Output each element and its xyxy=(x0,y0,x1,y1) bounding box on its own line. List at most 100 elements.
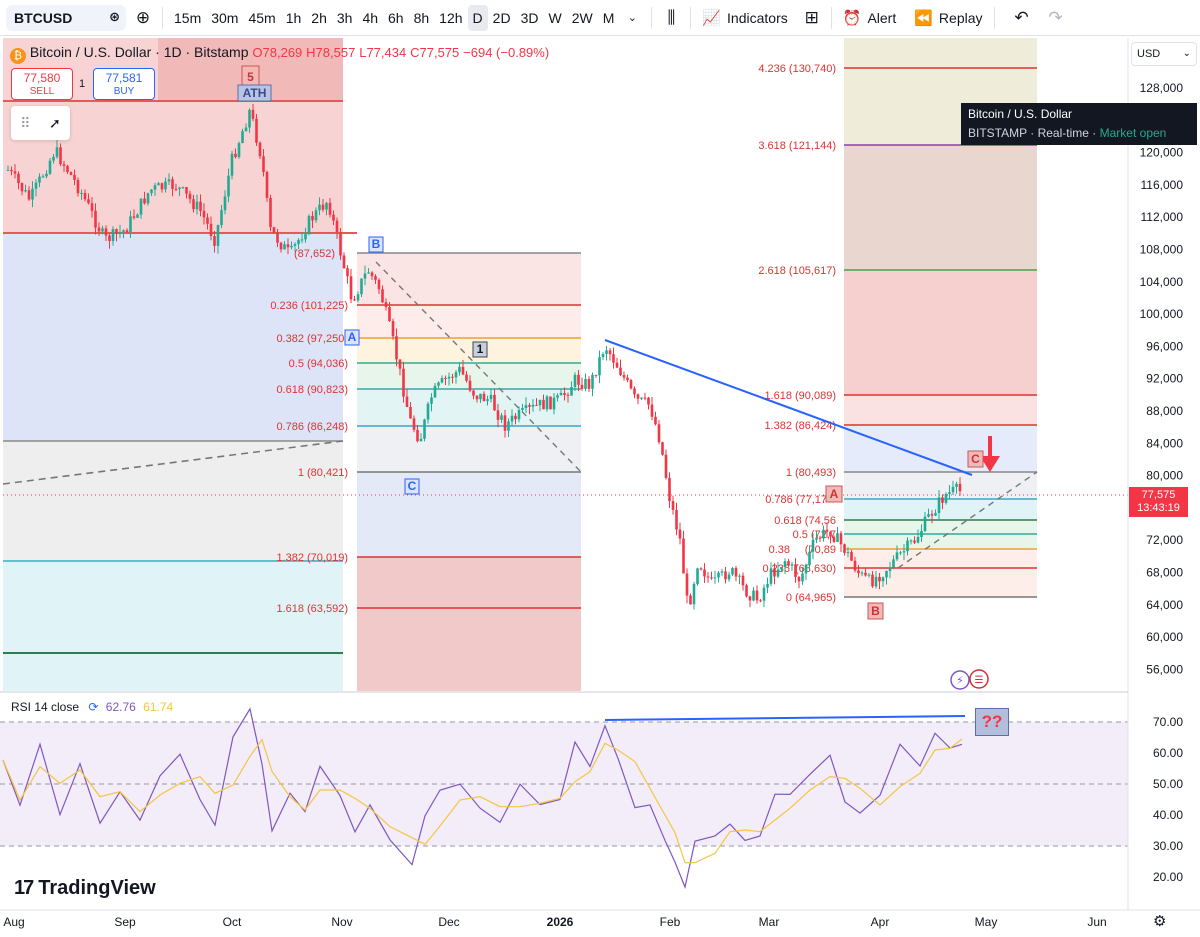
candle-body xyxy=(752,590,755,600)
drag-handle-icon[interactable]: ⠿ xyxy=(20,115,30,132)
candle-body xyxy=(794,564,797,577)
time-tick-label: Mar xyxy=(759,915,780,929)
candle-body xyxy=(948,492,951,494)
candle-body xyxy=(903,551,906,552)
candle-body xyxy=(252,110,255,119)
candle-body xyxy=(304,234,307,239)
candle-body xyxy=(654,417,657,425)
candle-body xyxy=(94,211,97,228)
gear-icon[interactable]: ⚙ xyxy=(1153,912,1166,930)
candle-body xyxy=(717,573,720,578)
wave-label-c2: C xyxy=(971,452,980,466)
candle-body xyxy=(336,221,339,233)
candle-body xyxy=(136,215,139,218)
candle-body xyxy=(906,541,909,552)
currency-select[interactable]: USD ⌄ xyxy=(1131,42,1197,66)
candle-body xyxy=(815,538,818,540)
candle-body xyxy=(7,170,10,171)
sell-button[interactable]: 77,580 SELL xyxy=(11,68,73,100)
candle-body xyxy=(829,532,832,537)
candle-body xyxy=(934,513,937,516)
price-tick-label: 116,000 xyxy=(1141,178,1184,192)
chart-background-zones xyxy=(3,38,1037,691)
ext-zone-2 xyxy=(844,270,1037,395)
spread-value: 1 xyxy=(79,78,85,90)
candle-body xyxy=(577,375,580,385)
candle-body xyxy=(63,164,66,166)
candle-body xyxy=(633,388,636,394)
candle-body xyxy=(773,568,776,576)
candle-body xyxy=(115,229,118,233)
candle-body xyxy=(651,405,654,417)
fib-zone-7 xyxy=(357,557,581,691)
tradingview-logo: 17 TradingView xyxy=(14,877,156,900)
candle-body xyxy=(672,501,675,510)
ohlc-high: H78,557 xyxy=(306,45,355,60)
candle-body xyxy=(374,276,377,280)
candle-body xyxy=(700,568,703,569)
candle-body xyxy=(238,143,241,157)
us-flag-icon: ☰ xyxy=(975,675,984,686)
candle-body xyxy=(178,188,181,190)
cursor-tool-widget[interactable]: ⠿ ➚ xyxy=(11,106,70,140)
candle-body xyxy=(308,216,311,234)
candle-body xyxy=(14,171,17,173)
candle-body xyxy=(315,210,318,220)
candle-body xyxy=(276,233,279,243)
candle-body xyxy=(528,405,531,407)
candle-body xyxy=(616,363,619,368)
candle-body xyxy=(273,227,276,232)
buy-label: BUY xyxy=(94,86,154,97)
candle-body xyxy=(280,243,283,250)
candle-body xyxy=(234,154,237,157)
candle-body xyxy=(749,596,752,600)
ext-zone-5 xyxy=(844,472,1037,499)
fib-zone-0 xyxy=(357,253,581,305)
candle-body xyxy=(126,230,129,232)
candle-body xyxy=(472,391,475,396)
candle-body xyxy=(455,372,458,377)
candle-body xyxy=(28,190,31,199)
candle-body xyxy=(311,216,314,220)
candle-body xyxy=(66,166,69,172)
candle-body xyxy=(885,571,888,577)
candle-body xyxy=(759,600,762,601)
refresh-icon[interactable]: ⟳ xyxy=(88,700,98,714)
candle-body xyxy=(430,397,433,403)
candle-body xyxy=(731,568,734,574)
time-tick-label: Nov xyxy=(331,915,352,929)
candle-body xyxy=(182,187,185,188)
fib-left-label-6: 1 (80,421) xyxy=(298,467,348,479)
candle-body xyxy=(913,540,916,542)
price-tick-label: 112,000 xyxy=(1141,210,1184,224)
cursor-arrow-icon[interactable]: ➚ xyxy=(49,115,61,132)
candle-body xyxy=(801,573,804,581)
price-tick-label: 108,000 xyxy=(1140,243,1184,257)
candle-body xyxy=(143,199,146,204)
fib-right-label-9: 0.38 xyxy=(769,544,790,556)
candle-body xyxy=(857,570,860,573)
candle-body xyxy=(357,294,360,300)
tooltip-market-status: Market open xyxy=(1100,126,1167,140)
fib-right-label-1: 3.618 (121,144) xyxy=(758,140,836,152)
candle-body xyxy=(192,199,195,209)
candle-body xyxy=(476,396,479,400)
buy-button[interactable]: 77,581 BUY xyxy=(93,68,155,100)
price-tick-label: 88,000 xyxy=(1146,404,1183,418)
candle-body xyxy=(707,576,710,577)
candle-body xyxy=(441,378,444,382)
candle-body xyxy=(21,183,24,191)
zone-grey-left xyxy=(3,441,343,561)
candle-body xyxy=(231,154,234,176)
candle-body xyxy=(507,421,510,430)
candle-body xyxy=(444,378,447,379)
fib-left-label-8: 1.618 (63,592) xyxy=(276,603,348,615)
candle-body xyxy=(353,299,356,300)
candle-body xyxy=(262,156,265,172)
candle-body xyxy=(724,571,727,579)
candle-body xyxy=(31,189,34,200)
candle-body xyxy=(220,210,223,225)
wave-label-a: A xyxy=(348,330,357,344)
candle-body xyxy=(108,236,111,242)
candle-body xyxy=(763,588,766,601)
